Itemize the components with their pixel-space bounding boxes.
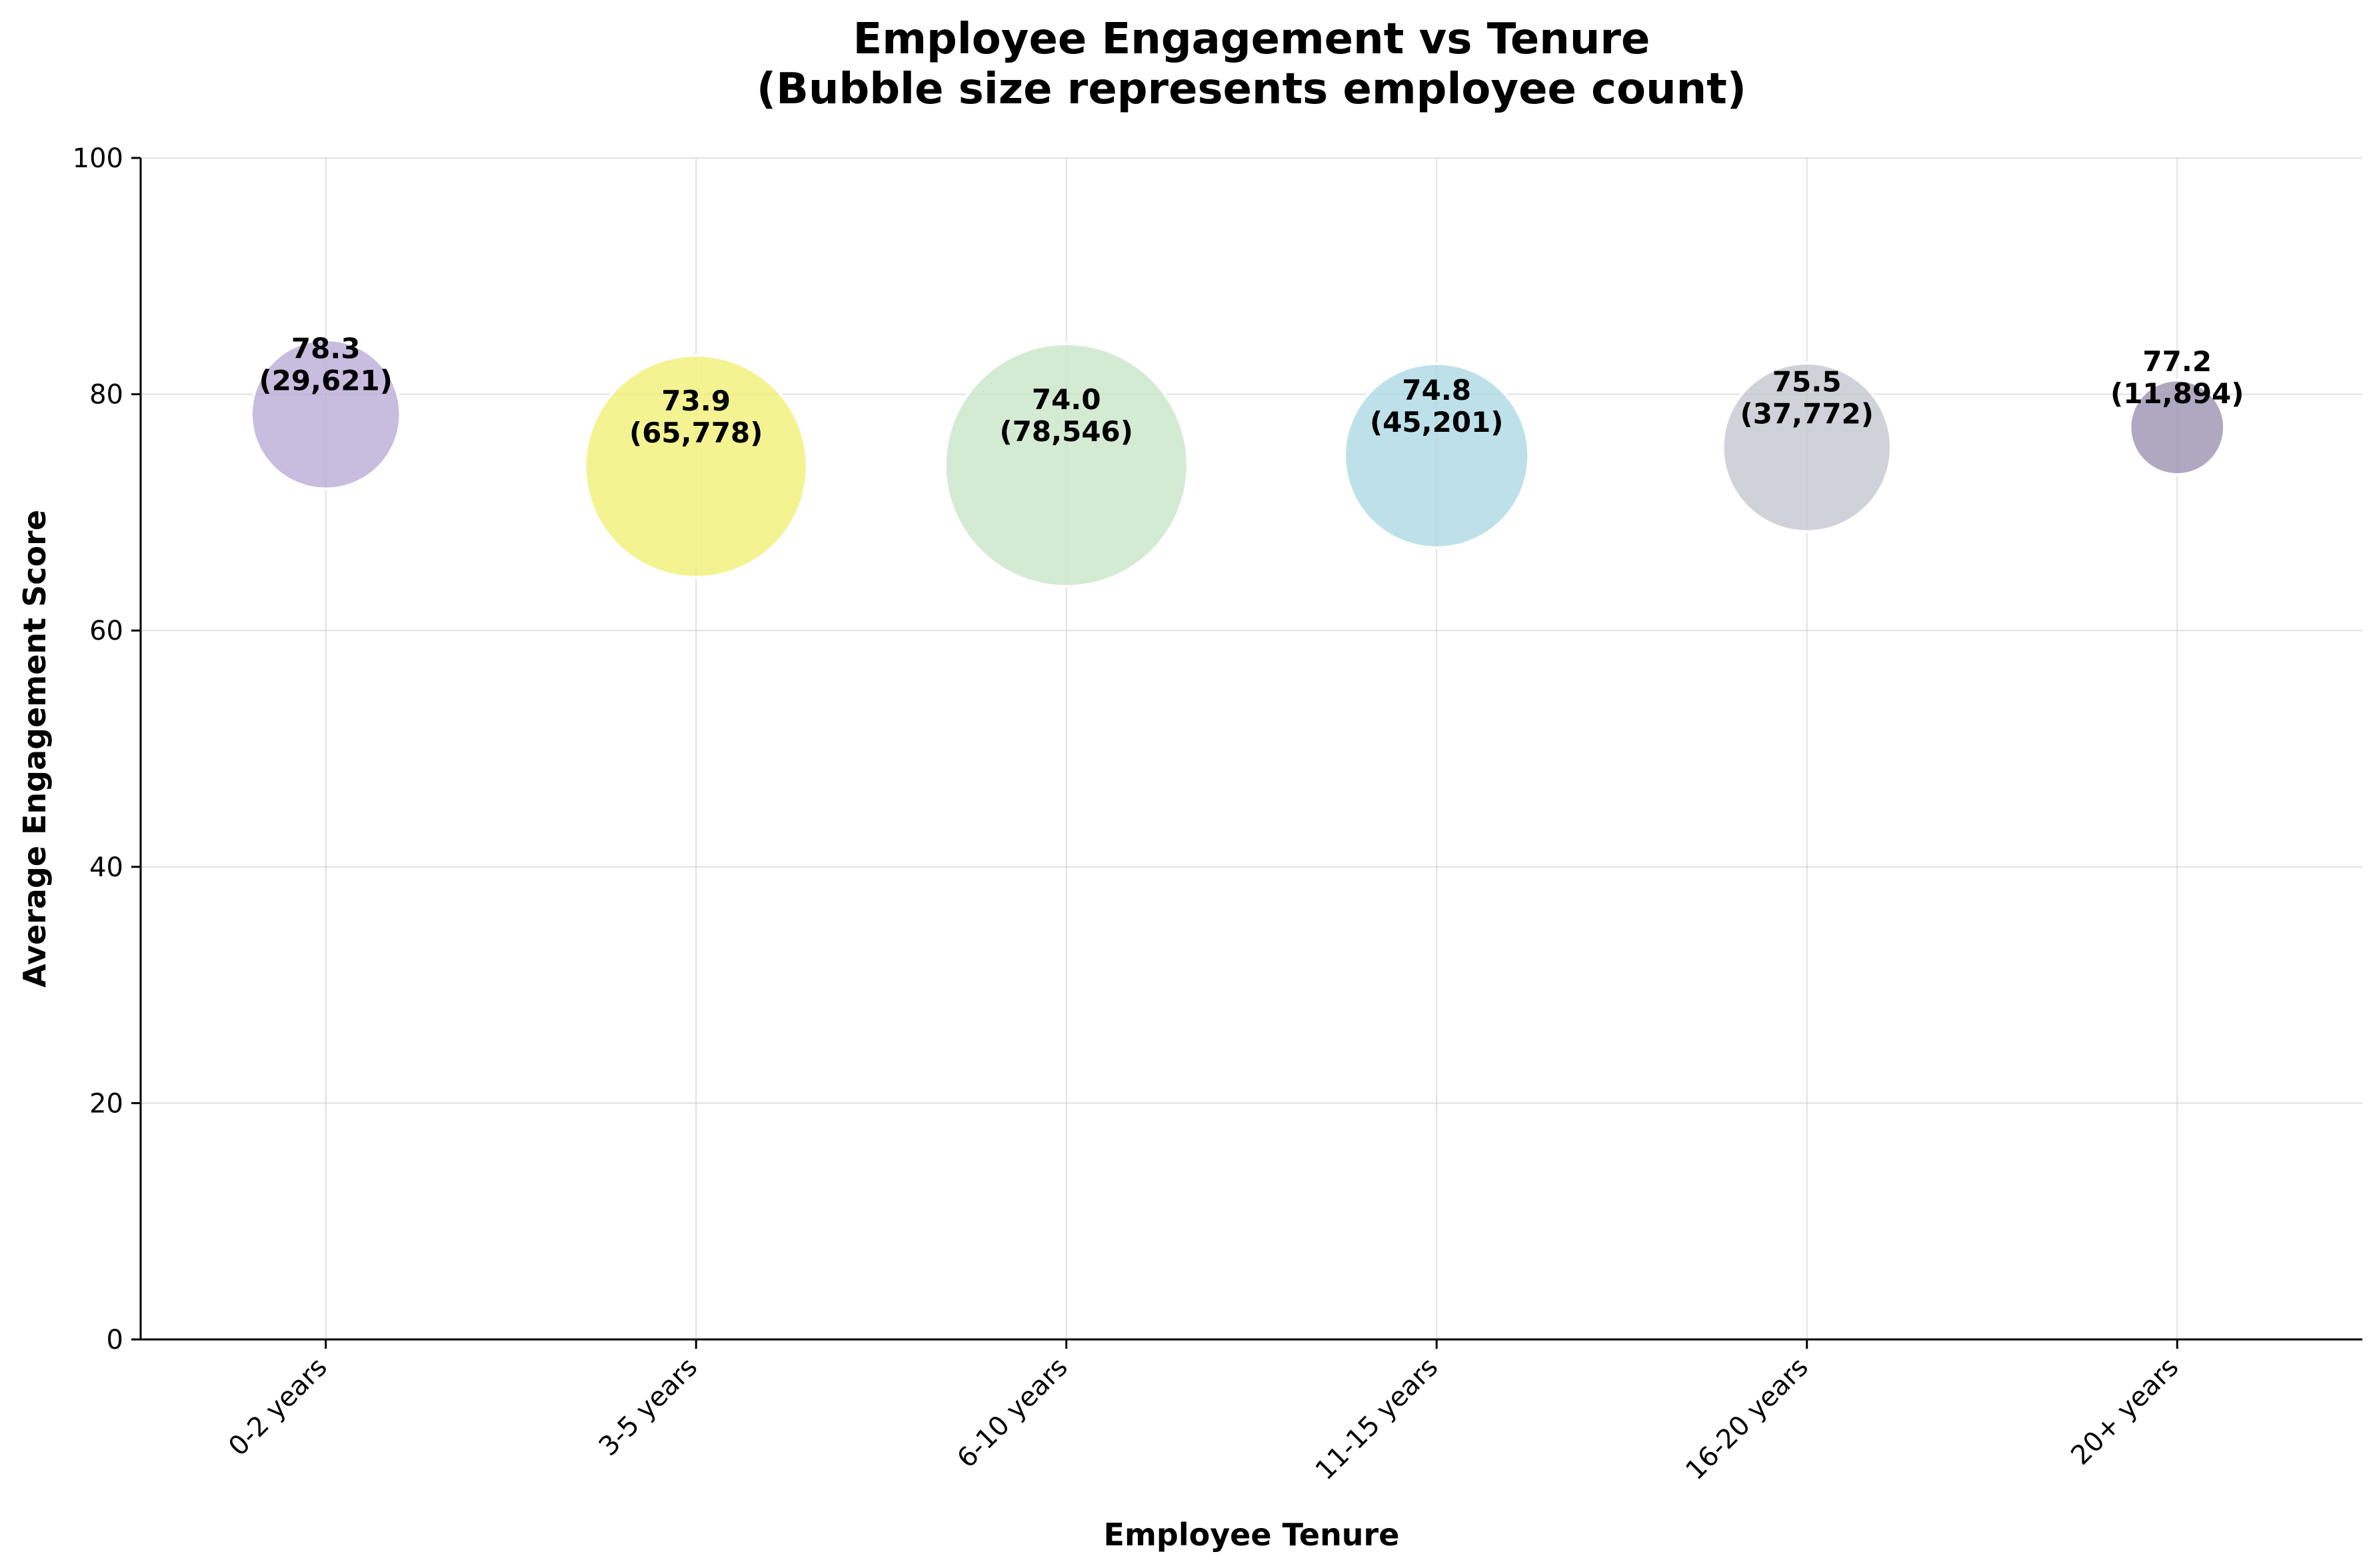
bubble-6-10-years xyxy=(943,342,1189,588)
count-label: (29,621) xyxy=(259,365,393,397)
value-label: 74.8 xyxy=(1402,374,1471,406)
y-tick-label: 100 xyxy=(73,143,123,174)
data-labels: 78.3(29,621) 73.9(65,778) 74.0(78,546) 74.8… xyxy=(259,333,2244,449)
count-label: (78,546) xyxy=(1000,415,1133,448)
chart-title-line: Employee Engagement vs Tenure xyxy=(853,15,1650,64)
count-label: (37,772) xyxy=(1740,397,1874,430)
y-tick-label: 60 xyxy=(89,616,123,646)
bubble-16-20-years xyxy=(1721,362,1892,533)
value-label: 73.9 xyxy=(661,385,731,417)
x-tick-label: 20+ years xyxy=(2065,1352,2184,1471)
x-tick-label: 3-5 years xyxy=(593,1352,704,1463)
count-label: (11,894) xyxy=(2110,377,2244,410)
x-tick-label: 0-2 years xyxy=(223,1352,333,1463)
chart-title-line: (Bubble size represents employee count) xyxy=(757,65,1746,114)
x-tick-label: 6-10 years xyxy=(951,1352,1074,1475)
bubble-3-5-years xyxy=(583,354,809,579)
axes: 0 20 40 60 80 100 0-2 years 3-5 years 6-10 years… xyxy=(73,143,2362,1486)
y-tick-label: 0 xyxy=(107,1325,123,1355)
x-tick-label: 16-20 years xyxy=(1680,1352,1814,1487)
count-label: (45,201) xyxy=(1370,406,1503,438)
bubble-20-years xyxy=(2128,379,2226,476)
bubble-11-15-years xyxy=(1343,362,1530,549)
count-label: (65,778) xyxy=(629,416,763,449)
x-axis-label: Employee Tenure xyxy=(1104,1517,1400,1553)
value-label: 74.0 xyxy=(1032,383,1101,416)
bubble-0-2-years xyxy=(249,338,402,490)
y-tick-label: 20 xyxy=(89,1088,123,1119)
y-axis-label: Average Engagement Score xyxy=(17,510,53,988)
y-tick-label: 80 xyxy=(89,380,123,410)
y-tick-label: 40 xyxy=(89,852,123,883)
bubbles xyxy=(249,338,2226,588)
x-tick-label: 11-15 years xyxy=(1310,1352,1444,1487)
grid xyxy=(141,157,2362,1341)
value-label: 78.3 xyxy=(291,333,361,365)
chart-title: Employee Engagement vs Tenure (Bubble siz… xyxy=(757,15,1746,114)
value-label: 77.2 xyxy=(2142,345,2212,378)
value-label: 75.5 xyxy=(1772,365,1842,398)
